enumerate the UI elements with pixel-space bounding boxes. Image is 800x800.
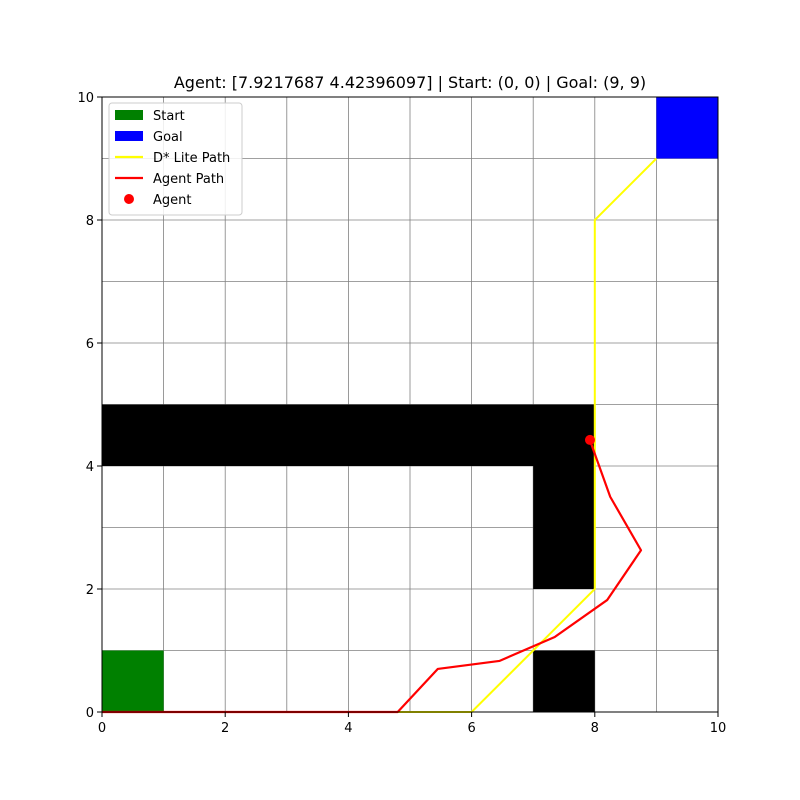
legend-label: Agent <box>153 193 191 208</box>
legend-swatch <box>115 110 143 120</box>
axes-frame <box>101 96 719 713</box>
legend-label: Goal <box>153 130 183 145</box>
y-tick-label: 4 <box>86 460 94 475</box>
agent-marker <box>584 434 595 445</box>
legend-swatch <box>115 131 143 141</box>
agent-path-line <box>102 439 643 714</box>
start-cell <box>102 650 164 712</box>
x-tick-label: 8 <box>591 721 599 736</box>
y-tick-label: 2 <box>86 583 94 598</box>
legend-label: Agent Path <box>153 172 224 187</box>
plot-area: 0 2 4 6 8 10 0 2 4 6 8 10 <box>77 91 726 736</box>
obstacle-cell <box>533 650 595 712</box>
y-tick-label: 0 <box>86 706 94 721</box>
legend-label: Start <box>153 109 185 124</box>
obstacle-cell <box>102 404 595 466</box>
x-tick-label: 4 <box>344 721 352 736</box>
goal-cell <box>656 97 718 159</box>
y-tick-label: 10 <box>77 91 94 106</box>
x-tick-label: 0 <box>98 721 106 736</box>
obstacle-cell <box>533 466 595 589</box>
x-tick-label: 2 <box>221 721 229 736</box>
x-tick-label: 10 <box>710 721 727 736</box>
legend-marker-swatch <box>124 194 134 204</box>
x-tick-label: 6 <box>467 721 475 736</box>
chart-title: Agent: [7.9217687 4.42396097] | Start: (… <box>174 73 646 92</box>
y-tick-label: 6 <box>86 337 94 352</box>
y-tick-label: 8 <box>86 214 94 229</box>
legend-label: D* Lite Path <box>153 151 230 166</box>
legend: Start Goal D* Lite Path Agent Path Agent <box>108 102 243 216</box>
